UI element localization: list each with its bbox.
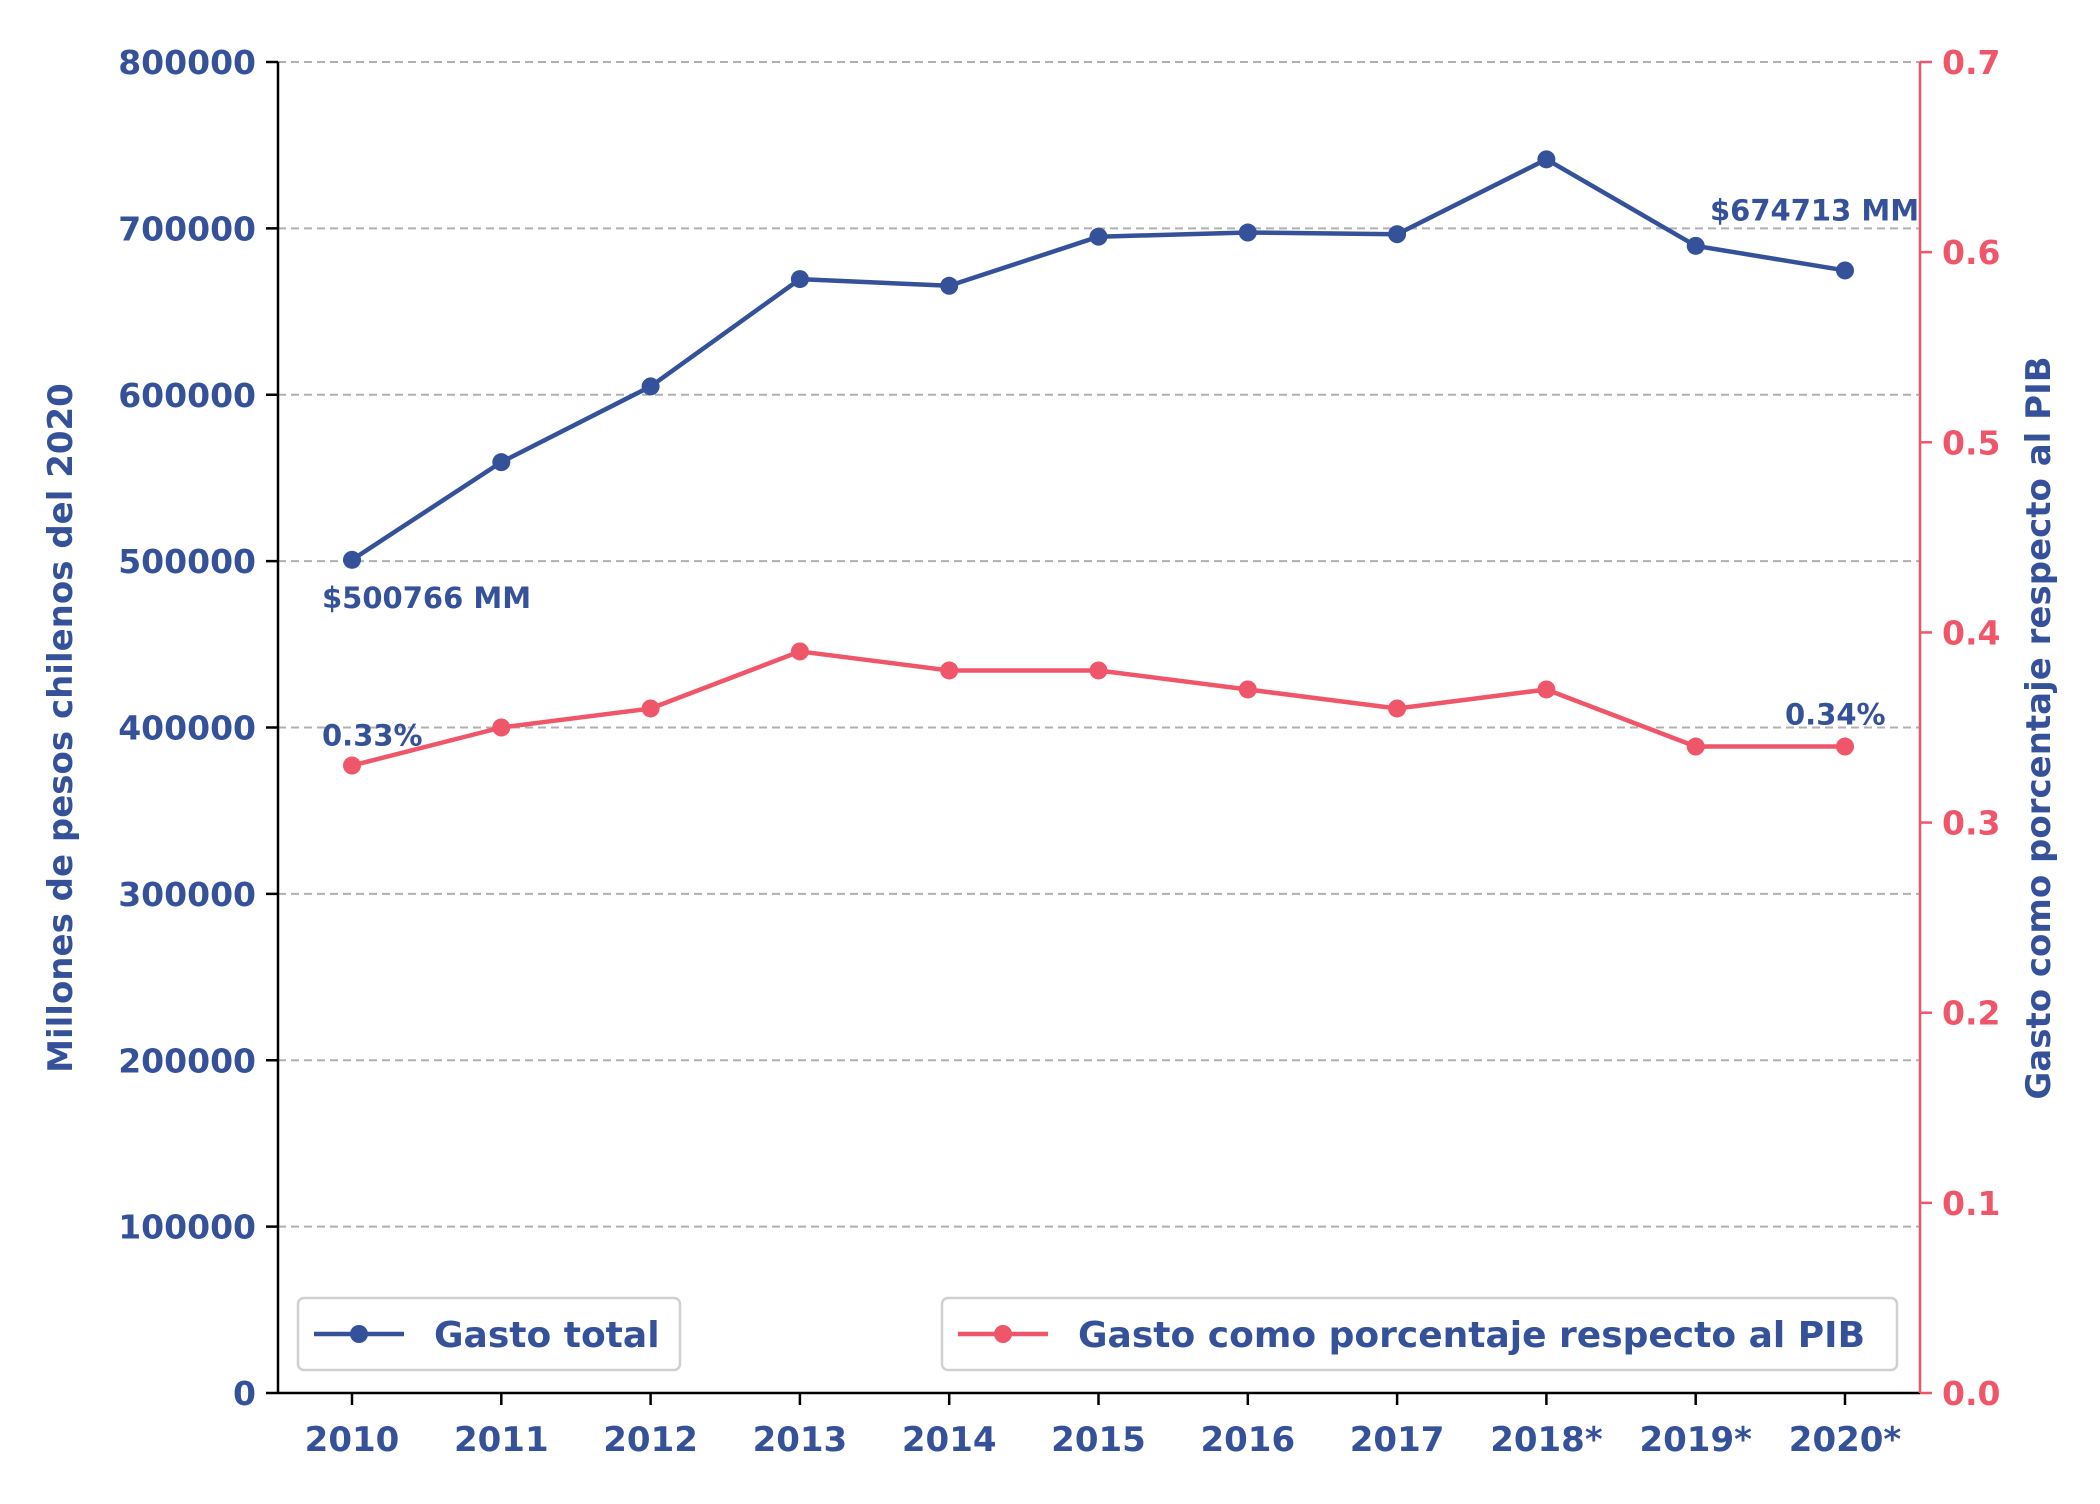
right-tick-label: 0.7 xyxy=(1942,43,2000,82)
series-2-point xyxy=(1686,737,1705,756)
left-tick-label: 700000 xyxy=(118,209,256,248)
x-tick-label: 2020* xyxy=(1789,1420,1902,1460)
series-2-point xyxy=(940,661,959,680)
left-tick-label: 800000 xyxy=(118,43,256,82)
x-tick-label: 2015 xyxy=(1051,1420,1146,1460)
series-2-point xyxy=(1836,737,1854,756)
left-tick-label: 300000 xyxy=(118,875,256,914)
legend-marker xyxy=(994,1325,1012,1343)
left-tick-label: 400000 xyxy=(118,709,256,748)
right-tick-label: 0.4 xyxy=(1942,613,2000,652)
data-annotation: $500766 MM xyxy=(322,581,531,615)
series-1-point xyxy=(1686,236,1705,255)
right-axis-title: Gasto como porcentaje respecto al PIB xyxy=(2019,356,2059,1099)
series-1-point xyxy=(1089,227,1108,246)
series-2-point xyxy=(343,756,361,775)
x-tick-label: 2013 xyxy=(753,1420,848,1460)
x-tick-label: 2016 xyxy=(1200,1420,1295,1460)
series-2-point xyxy=(641,699,660,718)
legend-marker xyxy=(350,1325,368,1343)
series-1-point xyxy=(940,276,959,295)
legend-box xyxy=(296,1296,682,1372)
right-tick-label: 0.0 xyxy=(1942,1374,2000,1413)
series-2-point xyxy=(1238,680,1257,699)
x-tick-label: 2017 xyxy=(1350,1420,1445,1460)
left-tick-label: 600000 xyxy=(118,376,256,415)
left-tick-label: 500000 xyxy=(118,542,256,581)
series-2-point xyxy=(790,642,809,661)
x-tick-label: 2012 xyxy=(603,1420,698,1460)
series-1-point xyxy=(343,550,361,569)
series-2-point xyxy=(1089,661,1108,680)
left-tick-label: 200000 xyxy=(118,1041,256,1080)
right-tick-label: 0.2 xyxy=(1942,994,2000,1033)
series-1-point xyxy=(1836,261,1854,280)
left-tick-label: 0 xyxy=(233,1374,256,1413)
right-tick-label: 0.1 xyxy=(1942,1184,2000,1223)
legend-box xyxy=(940,1296,1899,1372)
series-1-point xyxy=(1537,150,1556,169)
left-axis-title: Millones de pesos chilenos del 2020 xyxy=(41,383,81,1073)
right-tick-label: 0.3 xyxy=(1942,804,2000,843)
x-tick-label: 2010 xyxy=(305,1420,400,1460)
left-tick-label: 100000 xyxy=(118,1208,256,1247)
x-tick-label: 2011 xyxy=(454,1420,549,1460)
data-annotation: 0.33% xyxy=(322,719,423,753)
series-1-point xyxy=(492,453,511,472)
x-tick-label: 2018* xyxy=(1490,1420,1603,1460)
series-1-point xyxy=(1238,223,1257,242)
series-line-1 xyxy=(350,157,1846,562)
series-2-point xyxy=(492,718,511,737)
data-annotation: $674713 MM xyxy=(1710,193,1919,227)
right-tick-label: 0.6 xyxy=(1942,233,2000,272)
series-2-point xyxy=(1388,699,1407,718)
data-annotation: 0.34% xyxy=(1785,698,1886,732)
legend-label: Gasto como porcentaje respecto al PIB xyxy=(1078,1315,1865,1356)
right-tick-label: 0.5 xyxy=(1942,423,2000,462)
x-tick-label: 2019* xyxy=(1639,1420,1752,1460)
x-tick-label: 2014 xyxy=(902,1420,997,1460)
series-2-point xyxy=(1537,680,1556,699)
series-1-point xyxy=(790,270,809,289)
series-1-point xyxy=(641,377,660,396)
legend-label: Gasto total xyxy=(434,1315,660,1356)
series-1-point xyxy=(1388,225,1407,244)
